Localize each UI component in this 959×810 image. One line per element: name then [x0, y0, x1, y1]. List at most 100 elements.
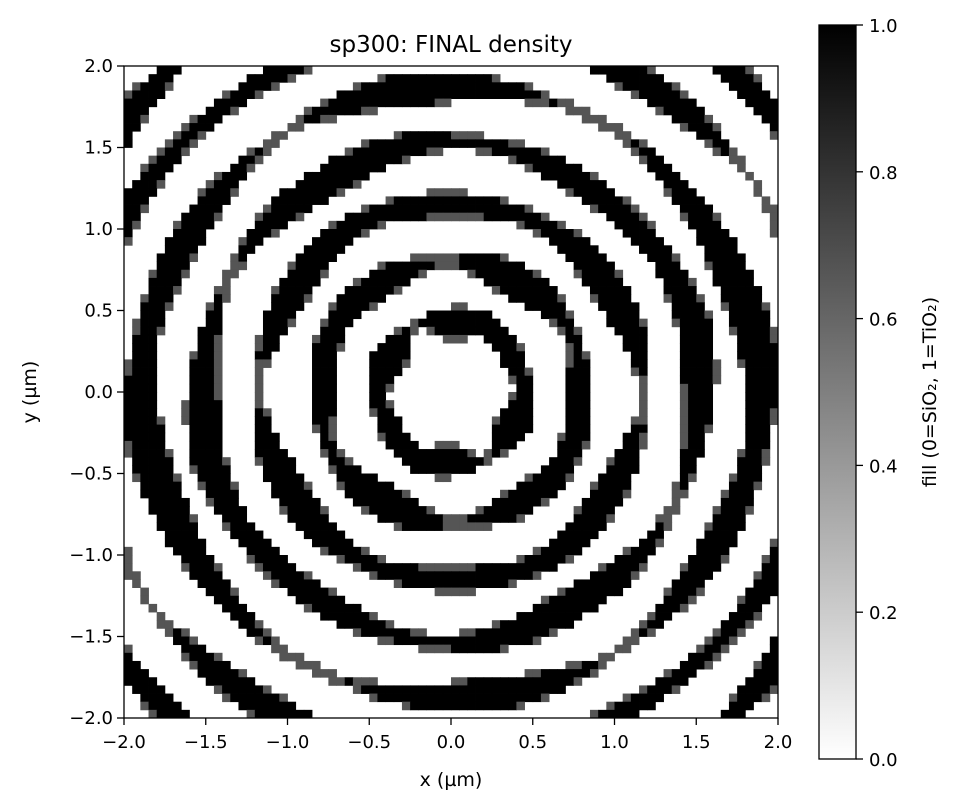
heatmap-cell — [663, 90, 673, 99]
heatmap-cell — [132, 449, 141, 458]
heatmap-cell — [459, 522, 468, 531]
heatmap-cell — [328, 326, 337, 336]
heatmap-cell — [410, 685, 419, 694]
heatmap-cell — [688, 114, 697, 124]
heatmap-cell — [222, 106, 231, 116]
heatmap-cell — [500, 440, 509, 450]
heatmap-cell — [532, 90, 542, 99]
heatmap-cell — [728, 74, 738, 83]
heatmap-cell — [557, 326, 566, 336]
heatmap-cell — [745, 506, 754, 515]
heatmap-cell — [320, 383, 329, 393]
heatmap-cell — [418, 628, 427, 637]
heatmap-cell — [639, 383, 648, 393]
heatmap-cell — [753, 82, 763, 91]
heatmap-cell — [344, 229, 354, 238]
heatmap-cell — [647, 229, 656, 238]
heatmap-cell — [377, 620, 387, 629]
heatmap-cell — [696, 359, 705, 368]
heatmap-cell — [385, 693, 395, 703]
heatmap-cell — [557, 612, 566, 621]
heatmap-cell — [475, 693, 485, 703]
heatmap-cell — [320, 188, 329, 197]
heatmap-cell — [352, 497, 362, 507]
heatmap-cell — [401, 579, 411, 588]
heatmap-cell — [148, 416, 158, 425]
heatmap-cell — [565, 383, 575, 393]
heatmap-cell — [532, 163, 542, 173]
heatmap-cell — [156, 326, 166, 336]
heatmap-cell — [491, 685, 501, 694]
heatmap-cell — [639, 359, 648, 368]
heatmap-cell — [140, 334, 149, 344]
heatmap-cell — [540, 612, 550, 621]
heatmap-cell — [442, 465, 452, 474]
heatmap-cell — [565, 522, 575, 531]
heatmap-cell — [295, 188, 305, 197]
heatmap-cell — [369, 497, 378, 507]
heatmap-cell — [262, 538, 272, 548]
heatmap-cell — [181, 261, 190, 271]
heatmap-cell — [164, 465, 174, 474]
heatmap-cell — [205, 473, 215, 483]
heatmap-cell — [557, 229, 566, 238]
heatmap-cell — [622, 131, 632, 140]
heatmap-cell — [549, 163, 558, 173]
heatmap-cell — [410, 636, 419, 646]
heatmap-cell — [565, 359, 575, 368]
heatmap-cell — [377, 294, 387, 303]
heatmap-cell — [328, 155, 337, 165]
heatmap-cell — [500, 424, 509, 434]
heatmap-cell — [737, 269, 746, 279]
heatmap-cell — [581, 522, 591, 531]
heatmap-cell — [246, 245, 256, 254]
heatmap-cell — [500, 343, 509, 352]
heatmap-cell — [639, 555, 648, 564]
heatmap-cell — [173, 473, 182, 483]
heatmap-cell — [696, 196, 705, 205]
heatmap-cell — [761, 677, 771, 686]
heatmap-cell — [728, 473, 738, 483]
heatmap-cell — [761, 555, 771, 564]
heatmap-cell — [434, 147, 444, 157]
heatmap-cell — [205, 343, 215, 352]
heatmap-cell — [500, 139, 509, 148]
heatmap-cell — [540, 555, 550, 564]
heatmap-cell — [164, 155, 174, 165]
heatmap-cell — [377, 261, 387, 271]
heatmap-cell — [189, 563, 198, 572]
heatmap-cell — [401, 497, 411, 507]
heatmap-cell — [213, 571, 223, 580]
heatmap-cell — [500, 636, 509, 646]
heatmap-cell — [262, 693, 272, 703]
heatmap-cell — [532, 685, 542, 694]
heatmap-cell — [688, 449, 697, 458]
heatmap-cell — [549, 318, 558, 328]
heatmap-cell — [156, 90, 166, 99]
heatmap-cell — [377, 351, 387, 360]
heatmap-cell — [696, 652, 705, 662]
heatmap-cell — [459, 701, 468, 711]
heatmap-cell — [418, 261, 427, 271]
heatmap-cell — [540, 473, 550, 483]
heatmap-cell — [753, 334, 763, 344]
heatmap-cell — [573, 530, 583, 540]
heatmap-cell — [336, 555, 346, 564]
heatmap-cell — [516, 701, 525, 711]
heatmap-cell — [671, 286, 681, 295]
heatmap-cell — [663, 253, 673, 262]
heatmap-cell — [262, 74, 272, 83]
heatmap-cell — [173, 636, 182, 646]
heatmap-cell — [532, 473, 542, 483]
heatmap-cell — [524, 628, 534, 637]
heatmap-cell — [459, 636, 468, 646]
heatmap-cell — [336, 546, 346, 556]
heatmap-cell — [140, 416, 149, 425]
heatmap-cell — [508, 147, 517, 157]
heatmap-cell — [140, 310, 149, 320]
heatmap-cell — [205, 188, 215, 197]
heatmap-cell — [173, 66, 182, 75]
heatmap-cell — [671, 294, 681, 303]
heatmap-cell — [418, 204, 427, 214]
heatmap-cell — [688, 424, 697, 434]
